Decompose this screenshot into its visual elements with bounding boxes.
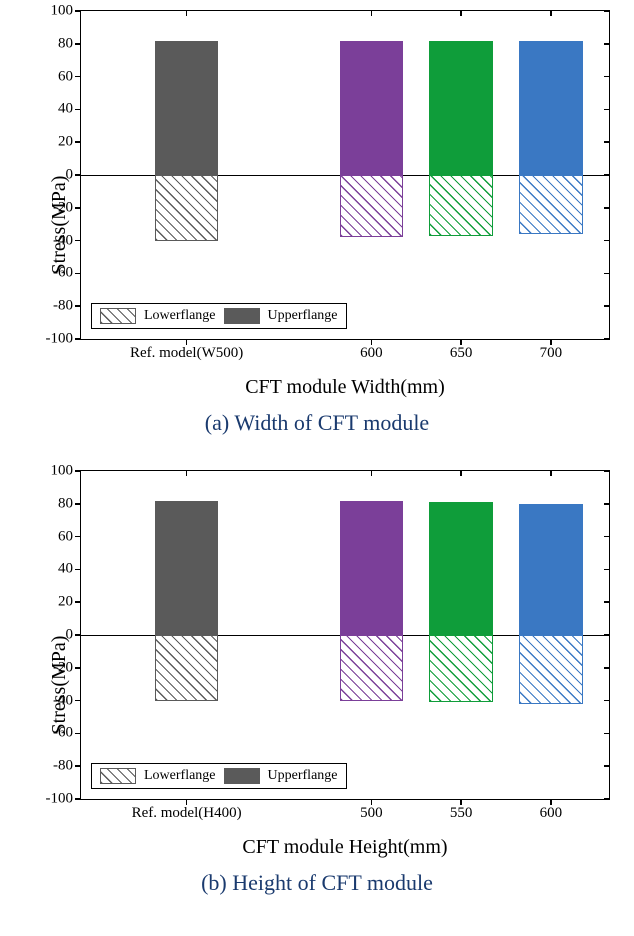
chart-a-legend-label: Lowerflange [144,308,216,324]
chart-b-ytick-label: 60 [58,528,73,545]
chart-a-legend-swatch [224,308,260,324]
chart-a-xlabel: CFT module Width(mm) [80,376,610,399]
chart-b-lower-bar [340,635,403,701]
chart-b-legend-swatch [224,768,260,784]
chart-b-legend-label: Upperflange [268,768,338,784]
chart-b-caption: (b) Height of CFT module [0,870,634,896]
chart-a-lower-bar [429,175,492,236]
chart-a-lower-bar [155,175,218,241]
chart-b-lower-bar [429,635,492,702]
chart-b-upper-bar [155,501,218,635]
chart-b-upper-bar [340,501,403,635]
chart-a-ytick-label: 60 [58,68,73,85]
chart-a-wrap: Stress(MPa) -100-80-60-40-20020406080100… [0,10,634,440]
chart-b-xtick-label: 550 [450,805,473,822]
chart-b-lower-bar [519,635,582,704]
chart-b-plot: -100-80-60-40-20020406080100Ref. model(H… [80,470,610,800]
chart-a-ytick-label: 100 [51,3,74,20]
chart-b-xtick-label: Ref. model(H400) [132,805,242,822]
chart-b-ytick-label: -20 [53,659,73,676]
chart-a-ytick-label: -40 [53,232,73,249]
chart-b-upper-bar [519,504,582,635]
chart-a-legend-label: Upperflange [268,308,338,324]
chart-a-ytick-label: -20 [53,199,73,216]
chart-a-ytick-label: 80 [58,35,73,52]
chart-a-legend-swatch [100,308,136,324]
chart-b-lower-bar [155,635,218,701]
chart-a-ytick-label: 20 [58,134,73,151]
chart-b-upper-bar [429,502,492,635]
chart-b-ytick-label: -100 [46,791,74,808]
chart-a-ytick-label: -60 [53,265,73,282]
chart-a-legend: Lowerflange Upperflange [91,303,347,329]
chart-b-xlabel: CFT module Height(mm) [80,836,610,859]
chart-a-xtick-label: 700 [540,345,563,362]
chart-a-caption: (a) Width of CFT module [0,410,634,436]
chart-a-xtick-label: 650 [450,345,473,362]
chart-b-ytick-label: -60 [53,725,73,742]
chart-b-legend-swatch [100,768,136,784]
page: Stress(MPa) -100-80-60-40-20020406080100… [0,0,634,936]
chart-b-wrap: Stress(MPa) -100-80-60-40-20020406080100… [0,470,634,900]
chart-a-xtick-label: Ref. model(W500) [130,345,243,362]
chart-a-plot: -100-80-60-40-20020406080100Ref. model(W… [80,10,610,340]
chart-a-upper-bar [155,41,218,175]
chart-b-legend: Lowerflange Upperflange [91,763,347,789]
chart-a-lower-bar [519,175,582,234]
chart-a-xtick-label: 600 [360,345,383,362]
chart-b-ytick-label: 0 [66,627,74,644]
chart-b-ytick-label: 20 [58,594,73,611]
chart-a-ytick-label: -100 [46,331,74,348]
chart-a-upper-bar [519,41,582,175]
chart-b-ylabel: Stress(MPa) [48,636,71,735]
chart-b-ytick-label: 40 [58,561,73,578]
chart-a-upper-bar [340,41,403,175]
chart-a-ytick-label: 40 [58,101,73,118]
chart-b-legend-label: Lowerflange [144,768,216,784]
chart-a-ytick-label: -80 [53,298,73,315]
chart-b-ytick-label: 100 [51,463,74,480]
chart-a-ylabel: Stress(MPa) [48,176,71,275]
chart-a-upper-bar [429,41,492,175]
chart-b-ytick-label: -80 [53,758,73,775]
chart-a-lower-bar [340,175,403,237]
chart-b-xtick-label: 500 [360,805,383,822]
chart-b-ytick-label: 80 [58,495,73,512]
chart-a-ytick-label: 0 [66,167,74,184]
chart-b-ytick-label: -40 [53,692,73,709]
chart-b-xtick-label: 600 [540,805,563,822]
